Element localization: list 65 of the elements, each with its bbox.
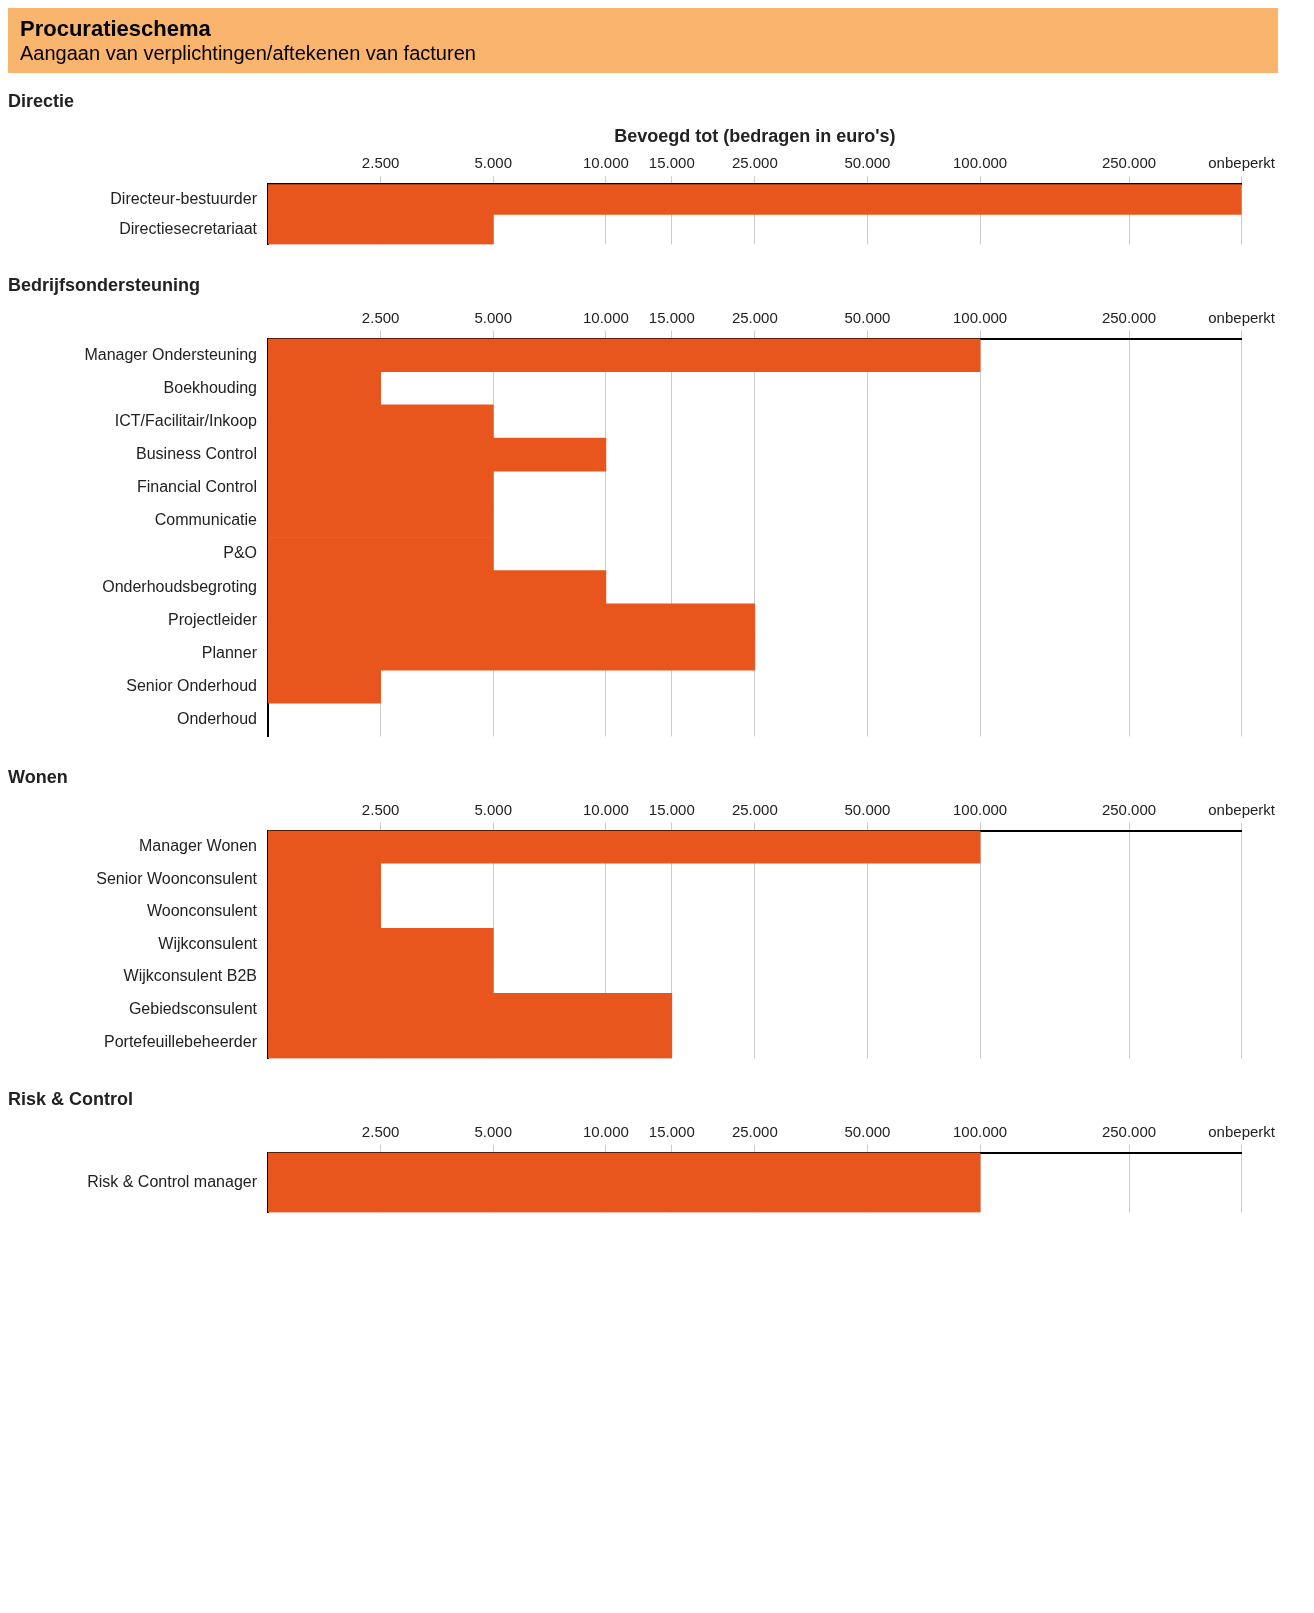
x-tick-label: 5.000 <box>474 308 513 326</box>
x-tick-label: 10.000 <box>582 800 629 818</box>
x-tick-label: 25.000 <box>731 1122 778 1140</box>
y-tick-label: Manager Ondersteuning <box>84 345 257 363</box>
x-tick-label: 15.000 <box>648 800 695 818</box>
text: Bedrijfsondersteuning <box>8 274 201 295</box>
y-tick-label: Risk & Control manager <box>87 1172 258 1190</box>
x-tick-label: 50.000 <box>844 154 891 172</box>
x-tick-label: 25.000 <box>731 308 778 326</box>
y-tick-label: Senior Onderhoud <box>126 677 257 695</box>
x-tick-label: 25.000 <box>731 154 778 172</box>
x-tick-label: onbeperkt <box>1208 800 1276 818</box>
x-tick-label: 250.000 <box>1101 308 1157 326</box>
x-tick-label: 50.000 <box>844 800 891 818</box>
x-tick-label: 250.000 <box>1101 1122 1157 1140</box>
x-tick-label: 250.000 <box>1101 154 1157 172</box>
y-tick-label: Financial Control <box>136 478 257 496</box>
y-tick-label: Wijkconsulent B2B <box>123 967 257 985</box>
x-tick-label: 10.000 <box>582 1122 629 1140</box>
y-tick-label: Directeur-bestuurder <box>110 189 258 207</box>
x-axis-title: Bevoegd tot (bedragen in euro's) <box>614 126 896 147</box>
y-tick-label: Woonconsulent <box>147 902 258 920</box>
y-tick-label: Planner <box>201 643 258 661</box>
x-tick-label: onbeperkt <box>1208 1122 1276 1140</box>
x-tick-label: 15.000 <box>648 1122 695 1140</box>
x-tick-label: 2.500 <box>361 1122 400 1140</box>
text: Wonen <box>8 766 68 787</box>
y-tick-label: Business Control <box>136 445 257 463</box>
x-tick-label: 15.000 <box>648 154 695 172</box>
y-tick-label: Projectleider <box>168 610 258 628</box>
x-tick-label: onbeperkt <box>1208 308 1276 326</box>
y-tick-label: ICT/Facilitair/Inkoop <box>114 411 258 429</box>
y-tick-label: Boekhouding <box>163 378 257 396</box>
x-tick-label: 50.000 <box>844 1122 891 1140</box>
x-tick-label: 100.000 <box>952 154 1008 172</box>
y-tick-label: Onderhoud <box>176 710 257 728</box>
x-tick-label: 2.500 <box>361 154 400 172</box>
x-tick-label: 15.000 <box>648 308 695 326</box>
text: Directie <box>8 90 75 111</box>
x-tick-label: 50.000 <box>844 308 891 326</box>
y-tick-label: Wijkconsulent <box>158 934 258 952</box>
y-tick-label: Onderhoudsbegroting <box>102 577 257 595</box>
x-tick-label: 5.000 <box>474 1122 513 1140</box>
x-tick-label: 2.500 <box>361 800 400 818</box>
y-tick-label: Manager Wonen <box>139 837 257 855</box>
text: Risk & Control <box>8 1088 134 1109</box>
x-tick-label: 5.000 <box>474 800 513 818</box>
x-tick-label: 5.000 <box>474 154 513 172</box>
y-tick-label: Portefeuillebeheerder <box>104 1032 258 1050</box>
x-tick-label: 25.000 <box>731 800 778 818</box>
x-tick-label: 10.000 <box>582 308 629 326</box>
x-tick-label: 10.000 <box>582 154 629 172</box>
y-tick-label: Senior Woonconsulent <box>96 869 258 887</box>
y-tick-label: Communicatie <box>154 511 258 529</box>
text: Aangaan van verplichtingen/aftekenen van facturen <box>20 42 477 65</box>
y-tick-label: P&O <box>223 544 257 562</box>
x-tick-label: 100.000 <box>952 800 1008 818</box>
x-tick-label: 100.000 <box>952 1122 1008 1140</box>
y-tick-label: Directiesecretariaat <box>119 219 258 237</box>
x-tick-label: 2.500 <box>361 308 400 326</box>
x-tick-label: 100.000 <box>952 308 1008 326</box>
x-tick-label: onbeperkt <box>1208 154 1276 172</box>
text: Procuratieschema <box>20 16 212 42</box>
x-tick-label: 250.000 <box>1101 800 1157 818</box>
y-tick-label: Gebiedsconsulent <box>128 999 258 1017</box>
